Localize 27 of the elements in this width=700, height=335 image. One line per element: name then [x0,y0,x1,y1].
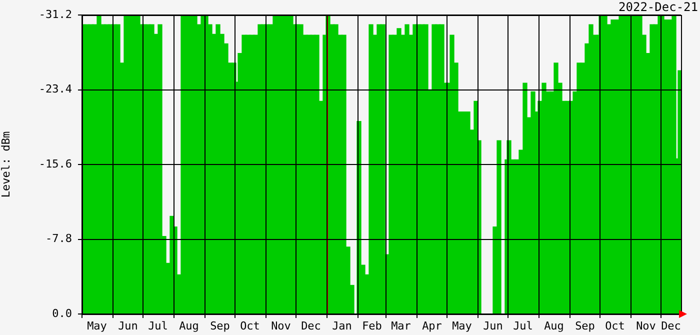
x-tick-label: Jun [483,319,503,332]
x-tick-label: Sep [575,319,595,332]
x-tick-label: Apr [422,319,442,332]
y-tick-label: -31.2 [38,8,72,21]
x-tick-label: Aug [544,319,564,332]
y-tick-label: 0.0 [52,306,72,320]
x-tick-label: Oct [240,319,260,332]
y-axis-title: Level: dBm [0,131,12,198]
x-tick-label: Jan [332,319,352,332]
y-tick-label: -7.8 [46,232,72,246]
x-tick-label: Dec [301,319,321,332]
x-tick-label: Nov [636,319,656,332]
x-tick-label: Dec [661,319,681,332]
x-tick-label: Aug [179,319,199,332]
x-tick-label: May [452,319,472,332]
x-tick-label: Oct [605,319,625,332]
x-tick-label: May [87,319,108,332]
y-tick-label: -23.4 [38,82,72,96]
text: 2022-Dec-21 [618,0,698,14]
x-tick-label: Sep [210,319,230,332]
x-tick-label: Jul [148,319,168,332]
x-tick-label: Nov [271,319,292,332]
x-tick-label: Jun [118,319,138,332]
x-tick-label: Jul [513,319,533,332]
y-tick-label: -15.6 [38,157,72,170]
x-tick-label: Feb [362,319,382,332]
x-tick-label: Mar [391,319,412,332]
